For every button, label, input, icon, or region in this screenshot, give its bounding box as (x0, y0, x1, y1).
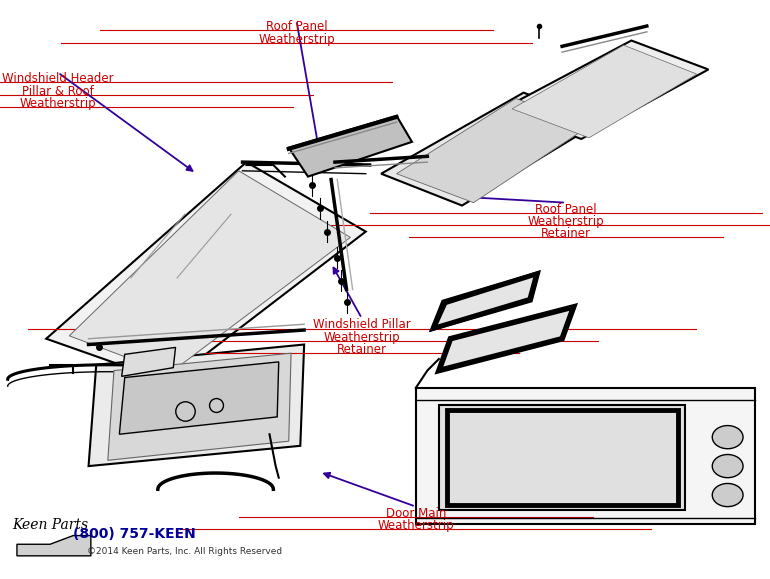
Polygon shape (439, 405, 685, 510)
Circle shape (712, 455, 743, 478)
Text: ©2014 Keen Parts, Inc. All Rights Reserved: ©2014 Keen Parts, Inc. All Rights Reserv… (87, 547, 283, 556)
Polygon shape (397, 98, 589, 203)
Polygon shape (512, 45, 697, 138)
Polygon shape (289, 116, 412, 177)
Polygon shape (439, 307, 574, 371)
Text: (800) 757-KEEN: (800) 757-KEEN (73, 527, 196, 541)
Text: Windshield Header: Windshield Header (2, 72, 113, 85)
Polygon shape (381, 93, 601, 206)
Text: Pillar & Roof: Pillar & Roof (22, 85, 94, 98)
Text: Door Main: Door Main (386, 507, 446, 519)
Text: Keen Parts: Keen Parts (12, 518, 88, 532)
Circle shape (712, 426, 743, 449)
Polygon shape (431, 272, 539, 330)
Text: Retainer: Retainer (541, 228, 591, 240)
Text: Roof Panel: Roof Panel (266, 20, 327, 33)
Polygon shape (108, 353, 291, 460)
Text: Weatherstrip: Weatherstrip (377, 519, 454, 532)
Text: Weatherstrip: Weatherstrip (19, 97, 96, 110)
Polygon shape (17, 536, 91, 556)
Polygon shape (500, 41, 708, 139)
Polygon shape (122, 347, 176, 376)
Text: Roof Panel: Roof Panel (535, 203, 597, 215)
Text: Retainer: Retainer (337, 343, 387, 356)
Text: Windshield Pillar: Windshield Pillar (313, 318, 410, 331)
Polygon shape (69, 171, 350, 373)
Polygon shape (119, 362, 279, 434)
Polygon shape (89, 345, 304, 466)
Polygon shape (46, 162, 366, 382)
Text: Weatherstrip: Weatherstrip (323, 331, 400, 344)
Text: Weatherstrip: Weatherstrip (258, 32, 335, 46)
Polygon shape (416, 388, 755, 524)
Circle shape (712, 483, 743, 507)
Text: Weatherstrip: Weatherstrip (527, 215, 604, 228)
